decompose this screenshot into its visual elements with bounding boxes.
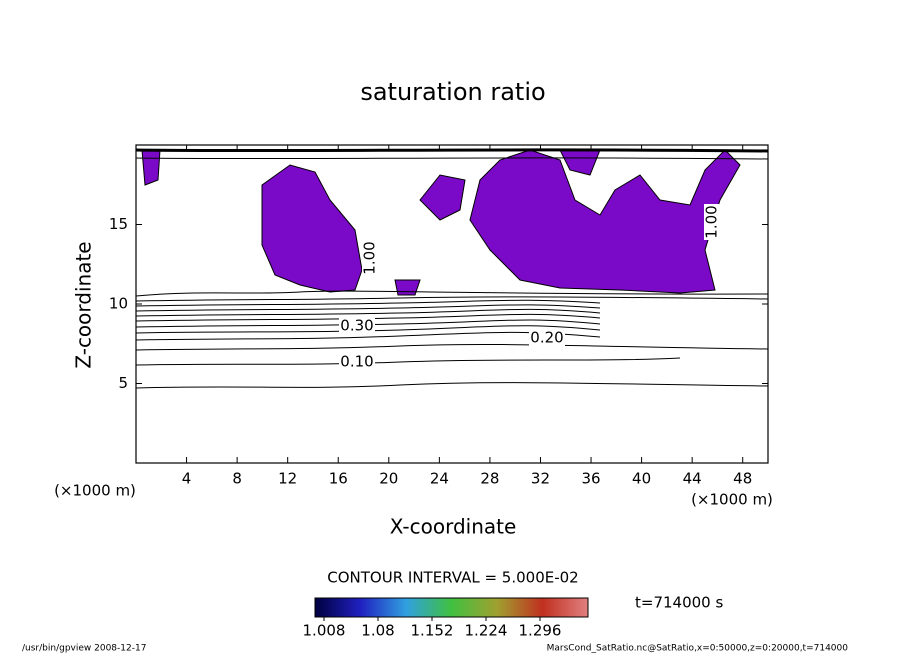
purple-region xyxy=(261,164,363,293)
contour-line xyxy=(135,148,769,153)
purple-regions xyxy=(141,149,741,296)
y-tick-label: 5 xyxy=(118,374,128,392)
x-tick-label: 40 xyxy=(632,470,651,488)
contour-line xyxy=(135,296,769,302)
x-tick-label: 4 xyxy=(182,470,192,488)
x-tick-label: 24 xyxy=(430,470,449,488)
contour-label: 1.00 xyxy=(703,205,721,238)
contour-lines xyxy=(135,148,769,389)
contour-label: 0.20 xyxy=(530,329,563,347)
contour-label-bg xyxy=(529,330,565,346)
contour-label-bg xyxy=(339,354,375,370)
x-tick-label: 16 xyxy=(329,470,348,488)
colorbar-tick-label: 1.224 xyxy=(465,622,508,640)
contour-interval: CONTOUR INTERVAL = 5.000E-02 xyxy=(327,569,578,587)
contour-line xyxy=(135,344,769,351)
purple-region xyxy=(559,149,601,176)
contour-line xyxy=(135,382,769,389)
x-tick-label: 20 xyxy=(379,470,398,488)
contour-line xyxy=(135,304,601,312)
contour-label: 0.30 xyxy=(340,317,373,335)
contour-line xyxy=(135,308,601,317)
purple-region xyxy=(419,174,466,221)
contour-line xyxy=(135,290,769,297)
contour-label: 1.00 xyxy=(361,241,379,274)
footer-left: /usr/bin/gpview 2008-12-17 xyxy=(22,644,146,654)
x-tick-label: 28 xyxy=(480,470,499,488)
contour-line xyxy=(135,357,681,366)
x-unit: (×1000 m) xyxy=(691,491,773,509)
x-axis-title: X-coordinate xyxy=(390,515,517,539)
contour-label-bg xyxy=(339,318,375,334)
contour-line xyxy=(135,319,601,328)
y-tick-label: 10 xyxy=(109,295,128,313)
x-tick-label: 48 xyxy=(733,470,752,488)
chart-title: saturation ratio xyxy=(360,78,545,106)
purple-region xyxy=(141,149,161,186)
x-tick-label: 44 xyxy=(683,470,702,488)
contour-line xyxy=(135,325,601,334)
contour-label: 0.10 xyxy=(340,353,373,371)
x-tick-label: 32 xyxy=(531,470,550,488)
colorbar-tick-label: 1.008 xyxy=(303,622,346,640)
x-tick-label: 36 xyxy=(581,470,600,488)
y-tick-label: 15 xyxy=(109,215,128,233)
colorbar xyxy=(314,597,589,618)
colorbar-tick-label: 1.152 xyxy=(411,622,454,640)
contour-line xyxy=(135,157,769,160)
y-axis-title: Z-coordinate xyxy=(72,241,96,368)
contour-label-bg xyxy=(704,204,720,240)
purple-region xyxy=(469,149,741,294)
footer-right: MarsCond_SatRatio.nc@SatRatio,x=0:50000,… xyxy=(547,644,849,654)
x-tick-label: 8 xyxy=(232,470,242,488)
purple-region xyxy=(394,279,421,296)
contour-line xyxy=(135,299,601,307)
contour-label-bg xyxy=(362,240,378,276)
colorbar-tick-label: 1.296 xyxy=(519,622,562,640)
y-unit: (×1000 m) xyxy=(54,482,136,500)
x-tick-label: 12 xyxy=(278,470,297,488)
colorbar-tick-label: 1.08 xyxy=(361,622,394,640)
contour-line xyxy=(135,313,601,322)
time-label: t=714000 s xyxy=(635,594,723,612)
